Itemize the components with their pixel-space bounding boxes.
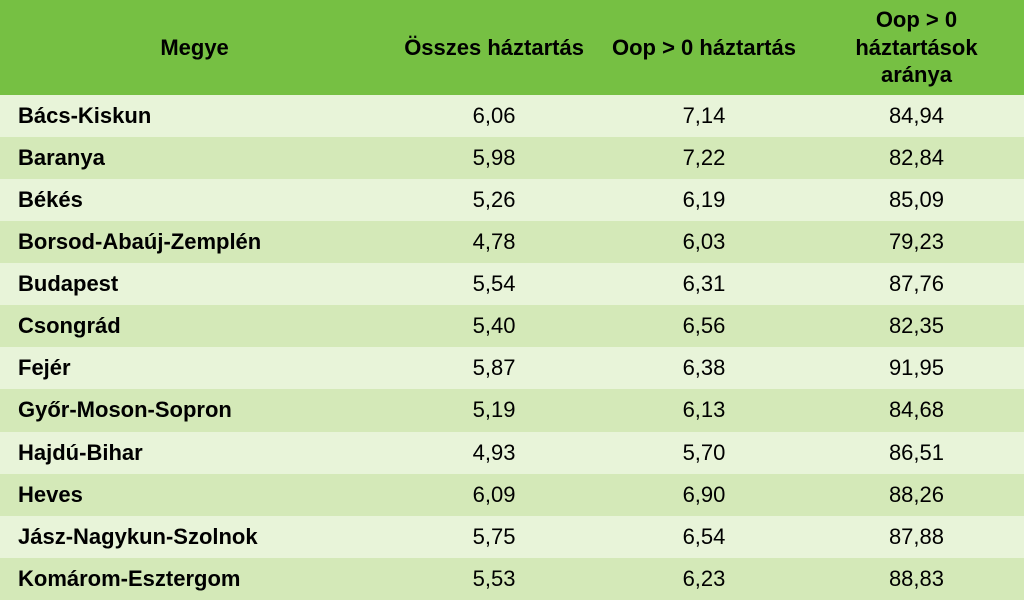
col-header-all-households: Összes háztartás (389, 0, 599, 95)
cell-value: 7,14 (599, 95, 809, 137)
cell-county: Hajdú-Bihar (0, 432, 389, 474)
cell-value: 84,94 (809, 95, 1024, 137)
cell-value: 5,53 (389, 558, 599, 600)
cell-county: Komárom-Esztergom (0, 558, 389, 600)
cell-value: 6,09 (389, 474, 599, 516)
cell-county: Győr-Moson-Sopron (0, 389, 389, 431)
table-row: Heves6,096,9088,26 (0, 474, 1024, 516)
cell-value: 6,31 (599, 263, 809, 305)
table-row: Borsod-Abaúj-Zemplén4,786,0379,23 (0, 221, 1024, 263)
cell-value: 4,93 (389, 432, 599, 474)
cell-value: 6,06 (389, 95, 599, 137)
table-row: Baranya5,987,2282,84 (0, 137, 1024, 179)
table-row: Békés5,266,1985,09 (0, 179, 1024, 221)
cell-value: 82,84 (809, 137, 1024, 179)
cell-value: 6,23 (599, 558, 809, 600)
table-row: Bács-Kiskun6,067,1484,94 (0, 95, 1024, 137)
table-row: Győr-Moson-Sopron5,196,1384,68 (0, 389, 1024, 431)
cell-value: 86,51 (809, 432, 1024, 474)
cell-value: 85,09 (809, 179, 1024, 221)
cell-value: 5,98 (389, 137, 599, 179)
cell-value: 88,26 (809, 474, 1024, 516)
table-header: Megye Összes háztartás Oop > 0 háztartás… (0, 0, 1024, 95)
cell-value: 5,87 (389, 347, 599, 389)
cell-value: 5,26 (389, 179, 599, 221)
cell-value: 79,23 (809, 221, 1024, 263)
cell-county: Budapest (0, 263, 389, 305)
cell-county: Békés (0, 179, 389, 221)
cell-value: 6,54 (599, 516, 809, 558)
table-row: Hajdú-Bihar4,935,7086,51 (0, 432, 1024, 474)
col-header-oop-households: Oop > 0 háztartás (599, 0, 809, 95)
cell-value: 6,56 (599, 305, 809, 347)
cell-value: 4,78 (389, 221, 599, 263)
cell-county: Csongrád (0, 305, 389, 347)
table-row: Csongrád5,406,5682,35 (0, 305, 1024, 347)
cell-value: 6,03 (599, 221, 809, 263)
cell-value: 84,68 (809, 389, 1024, 431)
cell-value: 87,88 (809, 516, 1024, 558)
cell-value: 87,76 (809, 263, 1024, 305)
table-row: Jász-Nagykun-Szolnok5,756,5487,88 (0, 516, 1024, 558)
cell-value: 5,70 (599, 432, 809, 474)
cell-county: Bács-Kiskun (0, 95, 389, 137)
col-header-oop-ratio: Oop > 0 háztartások aránya (809, 0, 1024, 95)
cell-value: 6,38 (599, 347, 809, 389)
cell-value: 88,83 (809, 558, 1024, 600)
cell-value: 82,35 (809, 305, 1024, 347)
cell-value: 5,40 (389, 305, 599, 347)
cell-county: Baranya (0, 137, 389, 179)
cell-value: 5,54 (389, 263, 599, 305)
cell-county: Fejér (0, 347, 389, 389)
cell-value: 5,19 (389, 389, 599, 431)
cell-county: Heves (0, 474, 389, 516)
cell-value: 5,75 (389, 516, 599, 558)
county-table: Megye Összes háztartás Oop > 0 háztartás… (0, 0, 1024, 600)
cell-value: 7,22 (599, 137, 809, 179)
cell-value: 6,90 (599, 474, 809, 516)
table-row: Komárom-Esztergom5,536,2388,83 (0, 558, 1024, 600)
table-row: Fejér5,876,3891,95 (0, 347, 1024, 389)
cell-value: 6,13 (599, 389, 809, 431)
cell-county: Jász-Nagykun-Szolnok (0, 516, 389, 558)
cell-value: 6,19 (599, 179, 809, 221)
col-header-county: Megye (0, 0, 389, 95)
table-row: Budapest5,546,3187,76 (0, 263, 1024, 305)
cell-value: 91,95 (809, 347, 1024, 389)
cell-county: Borsod-Abaúj-Zemplén (0, 221, 389, 263)
table-body: Bács-Kiskun6,067,1484,94Baranya5,987,228… (0, 95, 1024, 600)
